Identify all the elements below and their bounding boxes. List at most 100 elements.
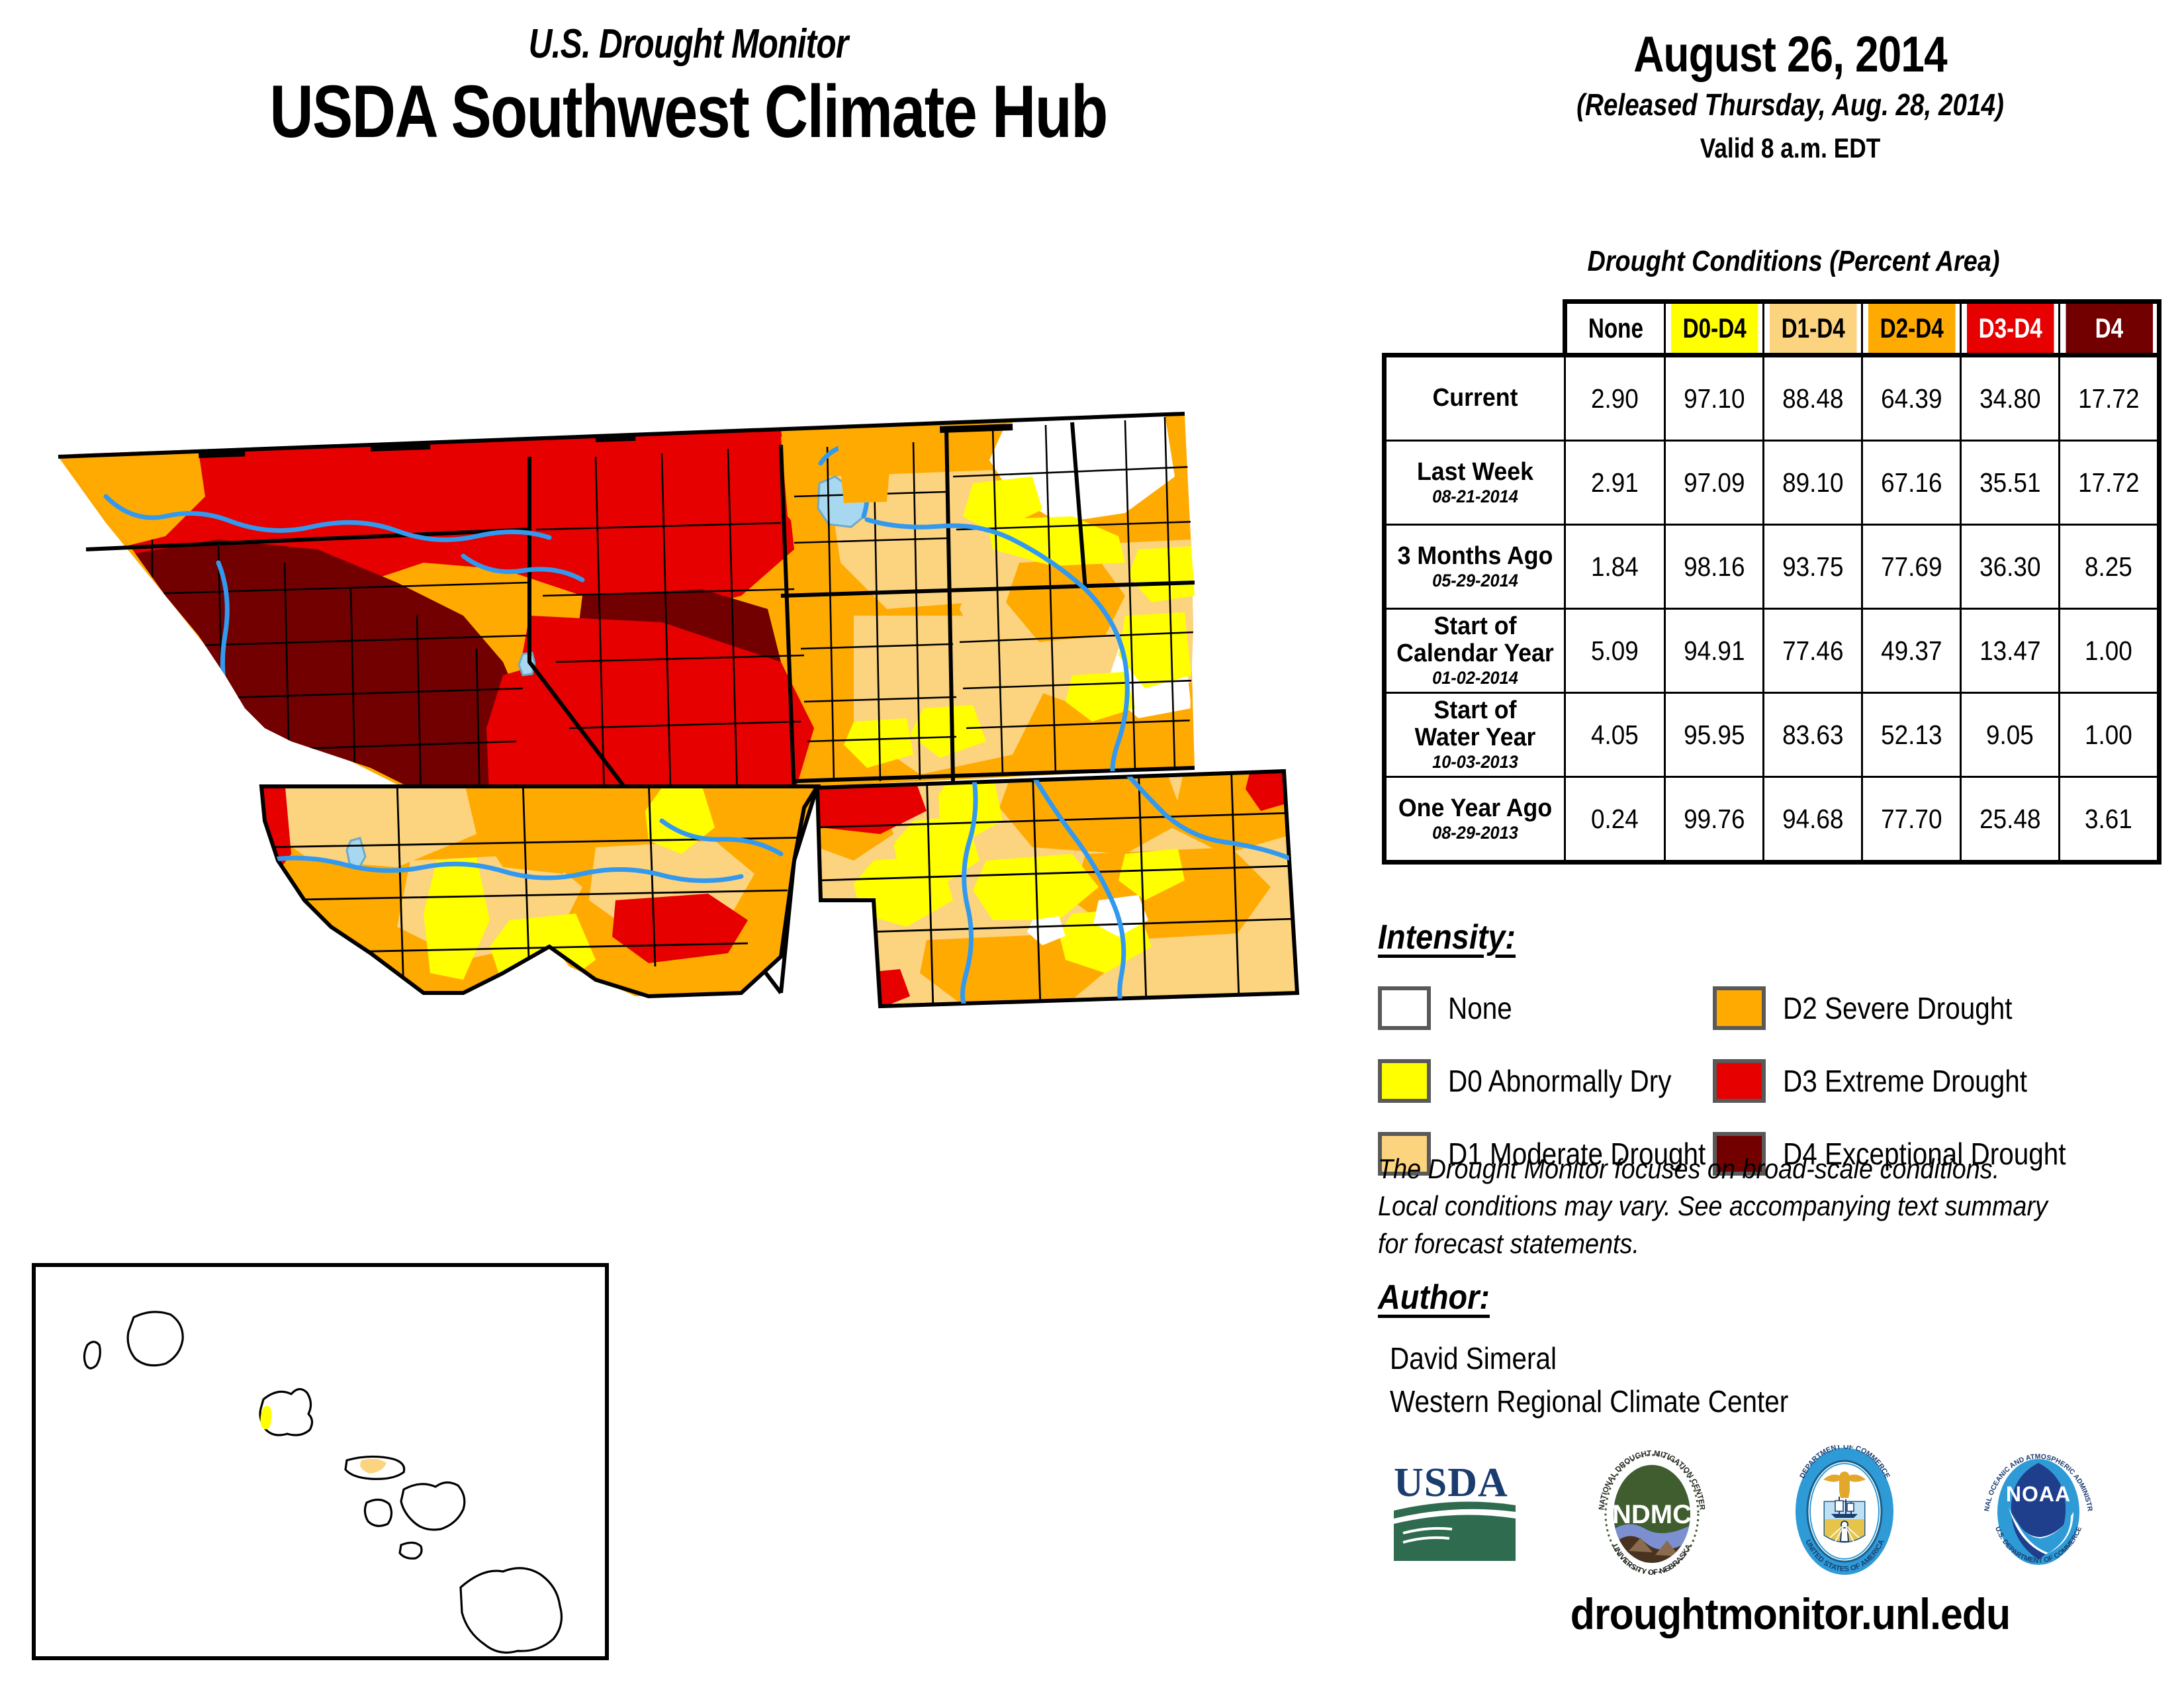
author-heading: Author: (1378, 1278, 1490, 1317)
cell-value-text: 3.61 (2085, 803, 2132, 834)
col-header-label: None (1588, 312, 1643, 344)
row-label-text: Start of Water Year (1414, 696, 1536, 752)
website-url: droughtmonitor.unl.edu (1570, 1589, 2011, 1638)
table-row: One Year Ago 08-29-2013 0.24 99.76 94.68 77.7… (1382, 776, 2161, 865)
table-cell-value: 25.48 (1960, 776, 2060, 865)
cell-value-text: 17.72 (2077, 467, 2140, 498)
table-cell-value: 3.61 (2058, 776, 2161, 865)
table-cell-value: 2.91 (1564, 440, 1666, 526)
date-block: August 26, 2014 (Released Thursday, Aug.… (1443, 26, 2138, 164)
intensity-legend-title: Intensity: (1378, 918, 1516, 957)
legend-swatch (1713, 1059, 1766, 1103)
table-cell-value: 77.70 (1861, 776, 1962, 865)
cell-value-text: 17.72 (2077, 383, 2140, 414)
cell-value-text: 36.30 (1979, 551, 2041, 582)
header-spacer-cell (1393, 302, 1556, 355)
cell-value-text: 67.16 (1880, 467, 1942, 498)
table-cell-value: 13.47 (1960, 608, 2060, 694)
table-row: 3 Months Ago 05-29-2014 1.84 98.16 93.75 77.6… (1382, 524, 2161, 610)
table-cell-value: 94.91 (1664, 608, 1764, 694)
col-header-label: D1-D4 (1780, 312, 1845, 344)
row-label-date: 10-03-2013 (1432, 752, 1518, 773)
legend-item: D3 Extreme Drought (1713, 1045, 2105, 1117)
legend-item: None (1378, 972, 1741, 1045)
row-label-text: Current (1432, 384, 1518, 412)
map-top-edge-ticks (199, 424, 1013, 458)
usda-logo: USDA (1388, 1455, 1521, 1571)
cell-value-text: 83.63 (1782, 719, 1844, 750)
cell-value-text: 2.91 (1591, 467, 1639, 498)
cell-value-text: 98.16 (1683, 551, 1745, 582)
table-cell-value: 77.69 (1861, 524, 1962, 610)
author-info: David Simeral Western Regional Climate C… (1390, 1337, 1843, 1424)
legend-swatch (1378, 1059, 1431, 1103)
cell-value-text: 5.09 (1591, 635, 1639, 666)
author-affiliation: Western Regional Climate Center (1390, 1384, 1789, 1419)
table-cell-value: 0.24 (1564, 776, 1666, 865)
table-row-label: 3 Months Ago 05-29-2014 (1382, 524, 1566, 610)
table-caption: Drought Conditions (Percent Area) (1587, 245, 2000, 277)
table-cell-value: 95.95 (1664, 692, 1764, 778)
legend-item: D2 Severe Drought (1713, 972, 2105, 1045)
cell-value-text: 1.00 (2085, 635, 2132, 666)
legend-label: D0 Abnormally Dry (1448, 1064, 1672, 1098)
logo-row: USDA NDMC NATIONAL DROUGHT (1388, 1437, 2103, 1585)
cell-value-text: 13.47 (1979, 635, 2041, 666)
row-label-text: One Year Ago (1398, 794, 1553, 822)
drought-conditions-table: None D0-D4 D1-D4 D2-D4 D3-D4 D4 Current 2.90 97… (1382, 299, 2161, 865)
cell-value-text: 35.51 (1979, 467, 2041, 498)
cell-value-text: 64.39 (1880, 383, 1942, 414)
cell-value-text: 97.09 (1683, 467, 1745, 498)
table-cell-value: 1.00 (2058, 692, 2161, 778)
disclaimer-line: Local conditions may vary. See accompany… (1378, 1190, 2048, 1222)
table-cell-value: 1.00 (2058, 608, 2161, 694)
table-cell-value: 17.72 (2058, 353, 2161, 442)
legend-item: D0 Abnormally Dry (1378, 1045, 1741, 1117)
table-col-header-d0-d4: D0-D4 (1668, 299, 1760, 356)
release-date: (Released Thursday, Aug. 28, 2014) (1576, 87, 2004, 122)
table-cell-value: 77.46 (1762, 608, 1863, 694)
table-cell-value: 9.05 (1960, 692, 2060, 778)
table-row: Start of Water Year 10-03-2013 4.05 95.95 83.… (1382, 692, 2161, 778)
table-cell-value: 88.48 (1762, 353, 1863, 442)
legend-column-left: None D0 Abnormally Dry D1 Moderate Drought (1378, 972, 1741, 1190)
cell-value-text: 9.05 (1986, 719, 2034, 750)
table-cell-value: 98.16 (1664, 524, 1764, 610)
table-row-label: Last Week 08-21-2014 (1382, 440, 1566, 526)
table-col-header-d1-d4: D1-D4 (1767, 299, 1858, 356)
table-body: Current 2.90 97.10 88.48 64.39 34.80 17.72 Last… (1382, 353, 2161, 865)
table-cell-value: 67.16 (1861, 440, 1962, 526)
legend-column-right: D2 Severe Drought D3 Extreme Drought D4 Ex… (1713, 972, 2105, 1190)
cell-value-text: 52.13 (1880, 719, 1942, 750)
cell-value-text: 4.05 (1591, 719, 1639, 750)
svg-text:★: ★ (1868, 1508, 1876, 1517)
row-label-date: 08-21-2014 (1432, 486, 1518, 506)
hawaii-svg (83, 1311, 563, 1654)
cell-value-text: 2.90 (1591, 383, 1639, 414)
table-cell-value: 97.09 (1664, 440, 1764, 526)
cell-value-text: 99.76 (1683, 803, 1745, 834)
disclaimer-text: The Drought Monitor focuses on broad-sca… (1378, 1150, 2159, 1262)
table-cell-value: 1.84 (1564, 524, 1666, 610)
table-cell-value: 97.10 (1664, 353, 1764, 442)
title-block: U.S. Drought Monitor USDA Southwest Clim… (40, 23, 1337, 152)
table-row: Last Week 08-21-2014 2.91 97.09 89.10 67.16 35… (1382, 440, 2161, 526)
legend-label: D1 Moderate Drought (1448, 1137, 1706, 1171)
table-header: None D0-D4 D1-D4 D2-D4 D3-D4 D4 (1385, 299, 2160, 356)
row-label-date: 05-29-2014 (1432, 570, 1518, 590)
cell-value-text: 49.37 (1880, 635, 1942, 666)
svg-text:NOAA: NOAA (2006, 1482, 2071, 1506)
table-cell-value: 2.90 (1564, 353, 1666, 442)
cell-value-text: 1.00 (2085, 719, 2132, 750)
table-col-header-d3-d4: D3-D4 (1964, 299, 2056, 356)
page-title: USDA Southwest Climate Hub (269, 70, 1108, 154)
cell-value-text: 8.25 (2085, 551, 2132, 582)
table-cell-value: 8.25 (2058, 524, 2161, 610)
table-row: Start of Calendar Year 01-02-2014 5.09 94.91… (1382, 608, 2161, 694)
table-cell-value: 4.05 (1564, 692, 1666, 778)
table-cell-value: 89.10 (1762, 440, 1863, 526)
table-row-label: Current (1382, 353, 1566, 442)
cell-value-text: 94.68 (1782, 803, 1844, 834)
cell-value-text: 77.69 (1880, 551, 1942, 582)
col-header-label: D4 (2094, 312, 2123, 344)
